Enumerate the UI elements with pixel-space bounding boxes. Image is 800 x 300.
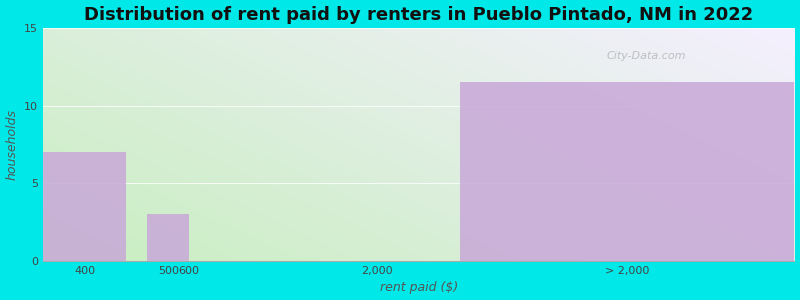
Bar [461,82,794,261]
Bar [147,214,189,261]
Text: City-Data.com: City-Data.com [606,51,686,61]
Bar [43,152,126,261]
Y-axis label: households: households [6,109,18,180]
X-axis label: rent paid ($): rent paid ($) [379,281,458,294]
Title: Distribution of rent paid by renters in Pueblo Pintado, NM in 2022: Distribution of rent paid by renters in … [84,6,754,24]
